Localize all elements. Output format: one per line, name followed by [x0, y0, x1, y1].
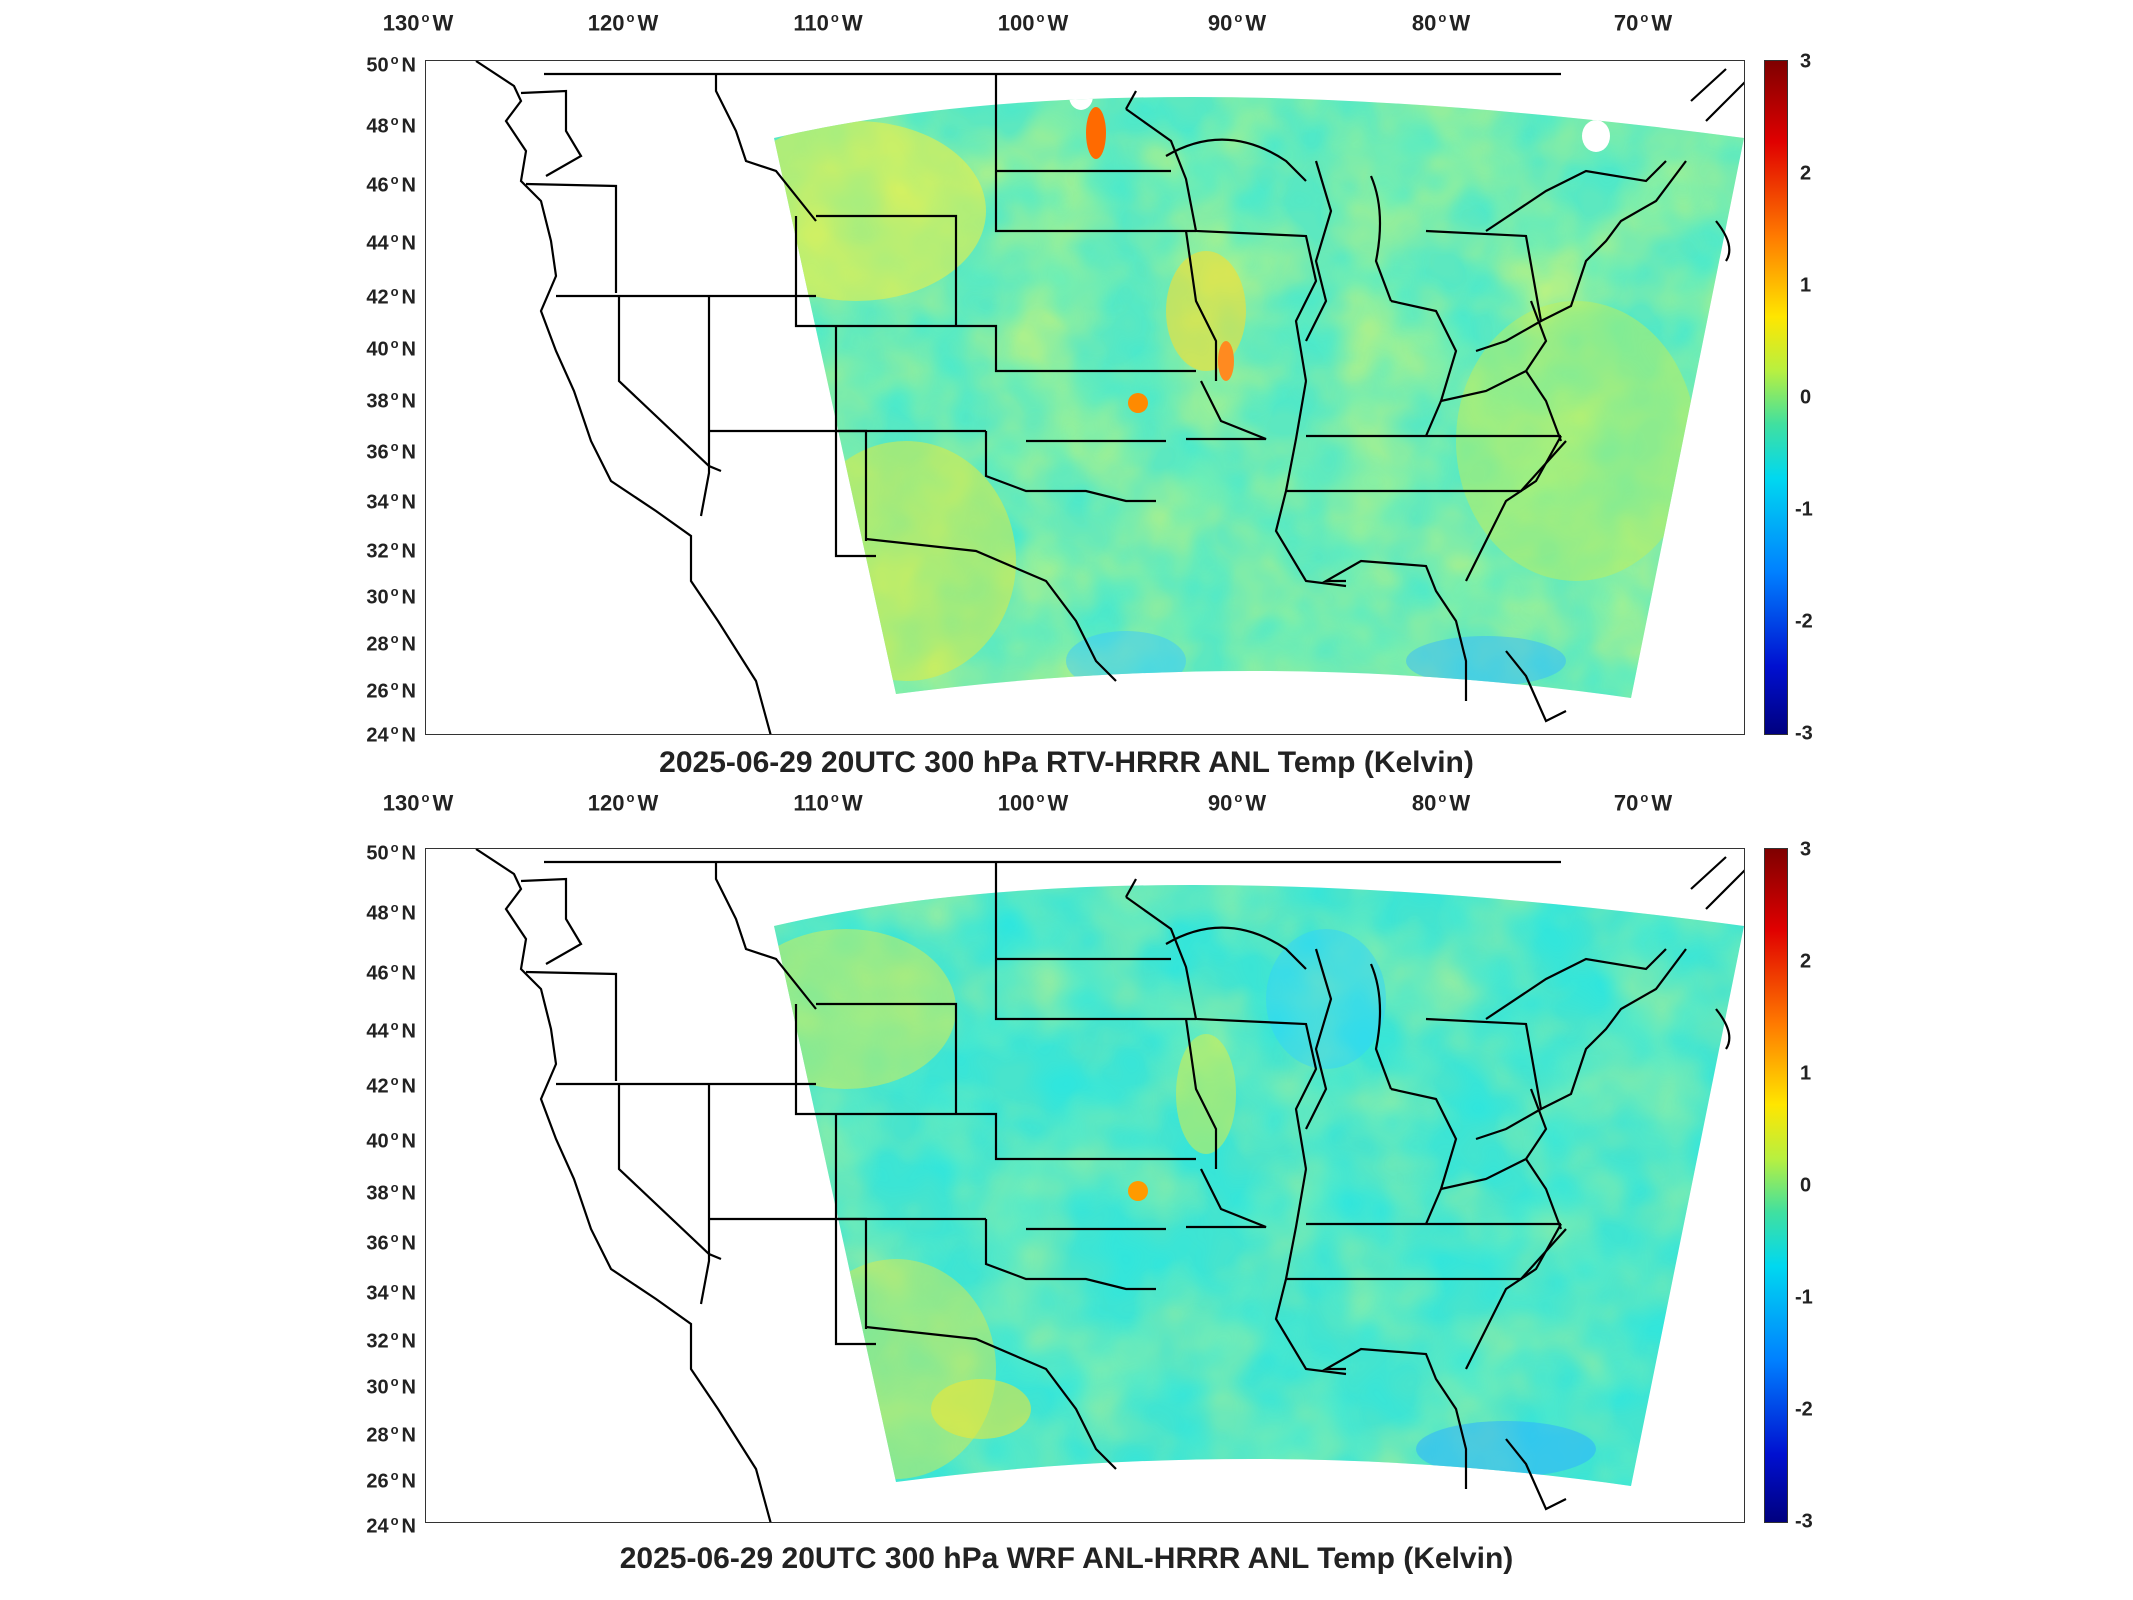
- map-title-bottom: 2025-06-29 20UTC 300 hPa WRF ANL-HRRR AN…: [619, 1542, 1514, 1575]
- colorbar-tick: 1: [1800, 274, 1812, 297]
- colorbar-tick: -2: [1795, 610, 1813, 633]
- lat-label: 24 o N: [366, 722, 416, 747]
- lon-label: 70 o W: [1613, 790, 1673, 816]
- lat-label: 36 o N: [366, 439, 416, 464]
- lat-label: 42 o N: [366, 1073, 416, 1098]
- lat-label: 40 o N: [366, 1128, 416, 1153]
- colorbar-tick: -3: [1795, 722, 1813, 745]
- lon-label: 80 o W: [1411, 790, 1471, 816]
- colorbar-bottom: [1764, 848, 1788, 1523]
- lat-label: 38 o N: [366, 388, 416, 413]
- lat-label: 28 o N: [366, 631, 416, 656]
- lat-label: 26 o N: [366, 678, 416, 703]
- coastline-and-state-borders: [475, 61, 1744, 734]
- field-noise-cool: [774, 885, 1744, 1486]
- colorbar-tick: 2: [1800, 162, 1812, 185]
- lon-label: 100 o W: [997, 10, 1069, 36]
- lat-label: 42 o N: [366, 284, 416, 309]
- lat-label: 40 o N: [366, 336, 416, 361]
- lat-label: 44 o N: [366, 230, 416, 255]
- lat-label: 48 o N: [366, 113, 416, 138]
- lat-label: 50 o N: [366, 52, 416, 77]
- colorbar-tick: 0: [1800, 1174, 1812, 1197]
- lat-label: 38 o N: [366, 1180, 416, 1205]
- lat-label: 34 o N: [366, 1280, 416, 1305]
- map-area-bottom: [425, 848, 1745, 1523]
- lon-label: 120 o W: [587, 10, 659, 36]
- colorbar-tick: -1: [1795, 498, 1813, 521]
- colorbar-tick: 1: [1800, 1062, 1812, 1085]
- colorbar-tick: 0: [1800, 386, 1812, 409]
- lon-label: 120 o W: [587, 790, 659, 816]
- lon-label: 130 o W: [382, 790, 454, 816]
- map-svg-bottom: [475, 849, 1744, 1522]
- colorbar-tick: -2: [1795, 1398, 1813, 1421]
- lat-label: 32 o N: [366, 1328, 416, 1353]
- lat-label: 50 o N: [366, 840, 416, 865]
- lat-label: 36 o N: [366, 1230, 416, 1255]
- colorbar-top: [1764, 60, 1788, 735]
- lat-label: 44 o N: [366, 1018, 416, 1043]
- colorbar-tick: 3: [1800, 838, 1812, 861]
- colorbar-tick: 2: [1800, 950, 1812, 973]
- lat-label: 48 o N: [366, 900, 416, 925]
- lon-label: 110 o W: [793, 790, 863, 816]
- colorbar-tick: 3: [1800, 50, 1812, 73]
- lat-label: 32 o N: [366, 538, 416, 563]
- map-area-top: [425, 60, 1745, 735]
- lat-label: 28 o N: [366, 1422, 416, 1447]
- lat-label: 24 o N: [366, 1513, 416, 1538]
- lon-label: 80 o W: [1411, 10, 1471, 36]
- map-panel-rtv-hrrr: 130 o W 120 o W 110 o W 100 o W 90 o W 80 o W 70 o W 5…: [0, 0, 2133, 790]
- map-svg-top: [475, 61, 1744, 734]
- lon-label: 100 o W: [997, 790, 1069, 816]
- lat-label: 34 o N: [366, 489, 416, 514]
- lon-label: 90 o W: [1207, 10, 1267, 36]
- field-noise-cool: [774, 97, 1744, 698]
- lat-label: 46 o N: [366, 172, 416, 197]
- lat-label: 30 o N: [366, 584, 416, 609]
- coastline-and-state-borders: [475, 849, 1744, 1522]
- map-panel-wrf-hrrr: 130 o W 120 o W 110 o W 100 o W 90 o W 80 o W 70 o W 5…: [0, 790, 2133, 1600]
- lon-label: 90 o W: [1207, 790, 1267, 816]
- lat-label: 46 o N: [366, 960, 416, 985]
- lat-label: 30 o N: [366, 1374, 416, 1399]
- lon-label: 110 o W: [793, 10, 863, 36]
- lat-label: 26 o N: [366, 1468, 416, 1493]
- map-title-top: 2025-06-29 20UTC 300 hPa RTV-HRRR ANL Te…: [659, 746, 1474, 779]
- lon-label: 70 o W: [1613, 10, 1673, 36]
- colorbar-tick: -1: [1795, 1286, 1813, 1309]
- lon-label: 130 o W: [382, 10, 454, 36]
- colorbar-tick: -3: [1795, 1510, 1813, 1533]
